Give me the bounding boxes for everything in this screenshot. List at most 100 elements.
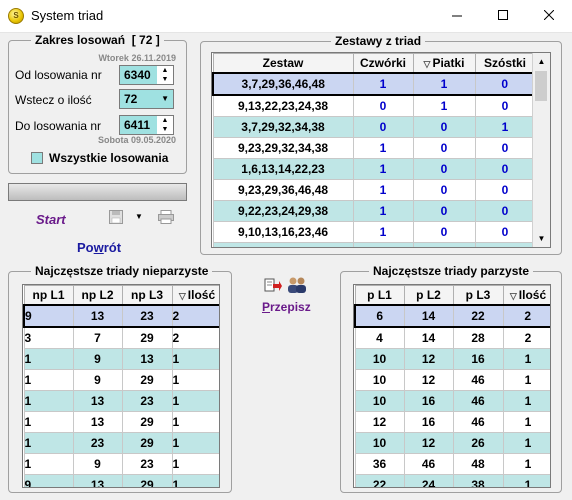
table-cell: 2 [171, 304, 219, 328]
window-title: System triad [31, 8, 104, 23]
col-header-np-ilosc[interactable]: ▽ Ilość [171, 285, 219, 306]
minimize-button[interactable] [434, 0, 480, 32]
table-row[interactable]: 1 9 13 1 [23, 348, 219, 370]
all-draws-checkbox[interactable] [31, 152, 43, 164]
table-row[interactable]: 1,6,13,14,22,23 1 0 0 [212, 158, 536, 180]
copy-arrow-icon[interactable] [264, 278, 282, 297]
table-row[interactable]: 1 13 29 1 [23, 411, 219, 433]
table-row[interactable]: 36 46 48 1 [354, 453, 550, 475]
col-header-czworki[interactable]: Czwórki [352, 53, 414, 74]
table-row[interactable]: 10 12 46 1 [354, 369, 550, 391]
table-row[interactable]: 9,23,29,36,46,48 1 0 0 [212, 179, 536, 201]
table-cell: 9,23,29,36,46,48 [212, 179, 354, 201]
table-row[interactable]: 9,23,29,32,34,38 1 0 0 [212, 137, 536, 159]
scroll-down-icon[interactable]: ▼ [537, 234, 546, 243]
even-triads-grid[interactable]: p L1 p L2 p L3 ▽ Ilość 6 14 22 2 4 14 28 2 10 12 16… [353, 284, 551, 488]
maximize-button[interactable] [480, 0, 526, 32]
title-bar: S System triad [0, 0, 572, 33]
col-header-np-l2[interactable]: np L2 [72, 285, 123, 306]
table-cell: 36 [354, 453, 405, 475]
table-row[interactable]: 9 13 23 2 [23, 304, 219, 328]
app-logo-icon: S [8, 8, 24, 24]
even-triads-group: Najczęstsze triady parzyste p L1 p L2 p … [340, 264, 562, 493]
scroll-up-icon[interactable]: ▲ [537, 57, 546, 66]
close-button[interactable] [526, 0, 572, 32]
save-dropdown-icon[interactable]: ▼ [135, 212, 143, 221]
table-row[interactable]: 10 12 16 1 [354, 348, 550, 370]
from-spinner[interactable]: 6340 ▲ ▼ [119, 65, 174, 85]
chevron-down-icon[interactable]: ▼ [161, 94, 169, 103]
back-button[interactable]: Powrót [77, 240, 122, 255]
table-row[interactable]: 10 12 26 1 [354, 432, 550, 454]
table-cell: 4 [354, 326, 405, 349]
printer-icon[interactable] [158, 210, 174, 227]
from-label: Od losowania nr [15, 68, 102, 82]
table-cell: 1 [171, 474, 219, 487]
table-row[interactable]: 1 13 23 1 [23, 390, 219, 412]
table-row[interactable]: 9,10,13,16,23,46 1 0 0 [212, 221, 536, 243]
table-cell: 10 [354, 369, 405, 391]
col-header-p-l3[interactable]: p L3 [452, 285, 504, 306]
table-cell: 10 [354, 432, 405, 454]
spinner-arrows-icon[interactable]: ▲ ▼ [157, 116, 173, 134]
table-row[interactable]: 9,22,23,24,29,38 1 0 0 [212, 200, 536, 222]
table-cell: 13 [72, 390, 123, 412]
to-value[interactable]: 6411 [120, 116, 158, 134]
table-row[interactable]: 12 16 46 1 [354, 411, 550, 433]
table-cell: 1 [171, 348, 219, 370]
table-row[interactable]: 3 7 29 2 [23, 326, 219, 349]
odd-triads-title: Najczęstsze triady nieparzyste [31, 264, 213, 278]
col-header-np-l3[interactable]: np L3 [121, 285, 173, 306]
table-row[interactable]: 3,7,29,36,46,48 1 1 0 [212, 72, 536, 96]
from-value[interactable]: 6340 [120, 66, 158, 84]
table-cell: 6 [354, 304, 405, 328]
table-cell: 1 [23, 348, 74, 370]
col-header-p-l1[interactable]: p L1 [354, 285, 405, 306]
table-row[interactable]: 1 9 29 1 [23, 369, 219, 391]
table-row[interactable]: 4 14 28 2 [354, 326, 550, 349]
table-cell: 1 [23, 432, 74, 454]
vertical-scrollbar[interactable]: ▲ ▼ [532, 53, 550, 247]
table-row[interactable]: 3,7,29,32,34,38 0 0 1 [212, 116, 536, 138]
table-row[interactable]: 9 13 29 1 [23, 474, 219, 487]
table-cell: 0 [474, 137, 536, 159]
save-icon[interactable] [109, 210, 123, 227]
start-button[interactable]: Start [36, 212, 66, 227]
col-header-p-l2[interactable]: p L2 [403, 285, 454, 306]
table-cell: 1 [23, 390, 74, 412]
spinner-arrows-icon[interactable]: ▲ ▼ [157, 66, 173, 84]
table-cell: 24 [403, 474, 454, 487]
table-cell: 10 [354, 348, 405, 370]
odd-triads-grid[interactable]: np L1 np L2 np L3 ▽ Ilość 9 13 23 2 3 7 29 2 1 9 13… [22, 284, 220, 488]
odd-triads-group: Najczęstsze triady nieparzyste np L1 np … [8, 264, 232, 493]
table-row[interactable]: 9,13,22,23,24,38 0 1 0 [212, 94, 536, 117]
col-header-zestaw[interactable]: Zestaw [212, 53, 354, 74]
to-spinner[interactable]: 6411 ▲ ▼ [119, 115, 174, 135]
table-cell: 29 [121, 369, 173, 391]
table-cell: 9 [72, 453, 123, 475]
col-header-piatki[interactable]: ▽ Piatki [412, 53, 476, 74]
col-header-szostki[interactable]: Szóstki [474, 53, 536, 74]
col-header-np-l1[interactable]: np L1 [23, 285, 74, 306]
table-row[interactable]: 1 9 23 1 [23, 453, 219, 475]
table-cell: 0 [412, 221, 476, 243]
table-cell: 48 [452, 453, 504, 475]
przepisz-button[interactable]: Przepisz [262, 300, 311, 314]
sets-group-title: Zestawy z triad [331, 34, 426, 48]
sets-grid[interactable]: Zestaw Czwórki ▽ Piatki Szóstki 3,7,29,36… [211, 52, 551, 248]
table-row[interactable]: 1 23 29 1 [23, 432, 219, 454]
table-row[interactable]: 22 24 38 1 [354, 474, 550, 487]
table-row[interactable]: 6 14 22 2 [354, 304, 550, 328]
table-cell: 1 [171, 432, 219, 454]
col-header-p-ilosc[interactable]: ▽ Ilość [502, 285, 550, 306]
table-cell: 1 [474, 116, 536, 138]
table-cell: 29 [121, 411, 173, 433]
table-cell: 0 [412, 242, 476, 247]
users-icon[interactable] [287, 276, 307, 297]
back-combo[interactable]: 72 ▼ [119, 89, 174, 109]
table-row[interactable]: 10 16 46 1 [354, 390, 550, 412]
scroll-thumb[interactable] [535, 71, 547, 101]
table-cell: 14 [403, 304, 454, 328]
back-label: Wstecz o ilość [15, 93, 92, 107]
